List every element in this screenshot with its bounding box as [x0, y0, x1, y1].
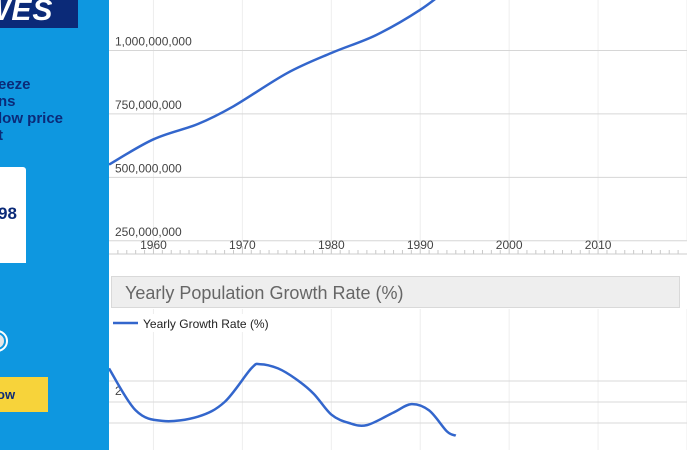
x-tick-label: 1980 [318, 238, 345, 252]
y-tick-label: 500,000,000 [115, 161, 182, 175]
ad-brand-text: WES [0, 0, 54, 27]
growth-series-line [109, 362, 457, 437]
ad-price-tag [0, 167, 26, 263]
ad-cta-button[interactable]: ow [0, 377, 48, 412]
x-tick-label: 1960 [140, 238, 167, 252]
x-tick-label: 2000 [496, 238, 523, 252]
y-tick-label: 750,000,000 [115, 98, 182, 112]
y-tick-label: 1,000,000,000 [115, 34, 192, 48]
y-tick-label: 250,000,000 [115, 225, 182, 239]
growth-chart-title: Yearly Population Growth Rate (%) [125, 283, 404, 303]
ad-price: 98 [0, 204, 17, 223]
population-chart: 1,250,000,0001,000,000,000750,000,000500… [109, 0, 687, 255]
ad-headline: eeze ns low price t [0, 76, 63, 144]
ad-cta-label: ow [0, 387, 16, 402]
x-tick-label: 1970 [229, 238, 256, 252]
growth-chart-title-bar: Yearly Population Growth Rate (%) [111, 276, 680, 308]
x-tick-label: 2010 [585, 238, 612, 252]
ad-headline-line: t [0, 127, 3, 144]
ad-headline-line: low price [0, 110, 64, 127]
legend-label: Yearly Growth Rate (%) [143, 317, 269, 331]
ad-brand-logo[interactable]: WES [0, 0, 78, 28]
growth-rate-chart: 2 Yearly Growth Rate (%) [109, 309, 687, 450]
legend-background [138, 314, 298, 332]
ad-headline-line: ns [0, 93, 16, 110]
ad-product-image [0, 330, 8, 352]
x-tick-label: 1990 [407, 238, 434, 252]
population-series-line [109, 0, 436, 166]
ad-banner[interactable]: WES eeze ns low price t 98 ow [0, 0, 109, 450]
y-tick-label: 2 [115, 384, 122, 398]
ad-headline-line: eeze [0, 76, 31, 93]
